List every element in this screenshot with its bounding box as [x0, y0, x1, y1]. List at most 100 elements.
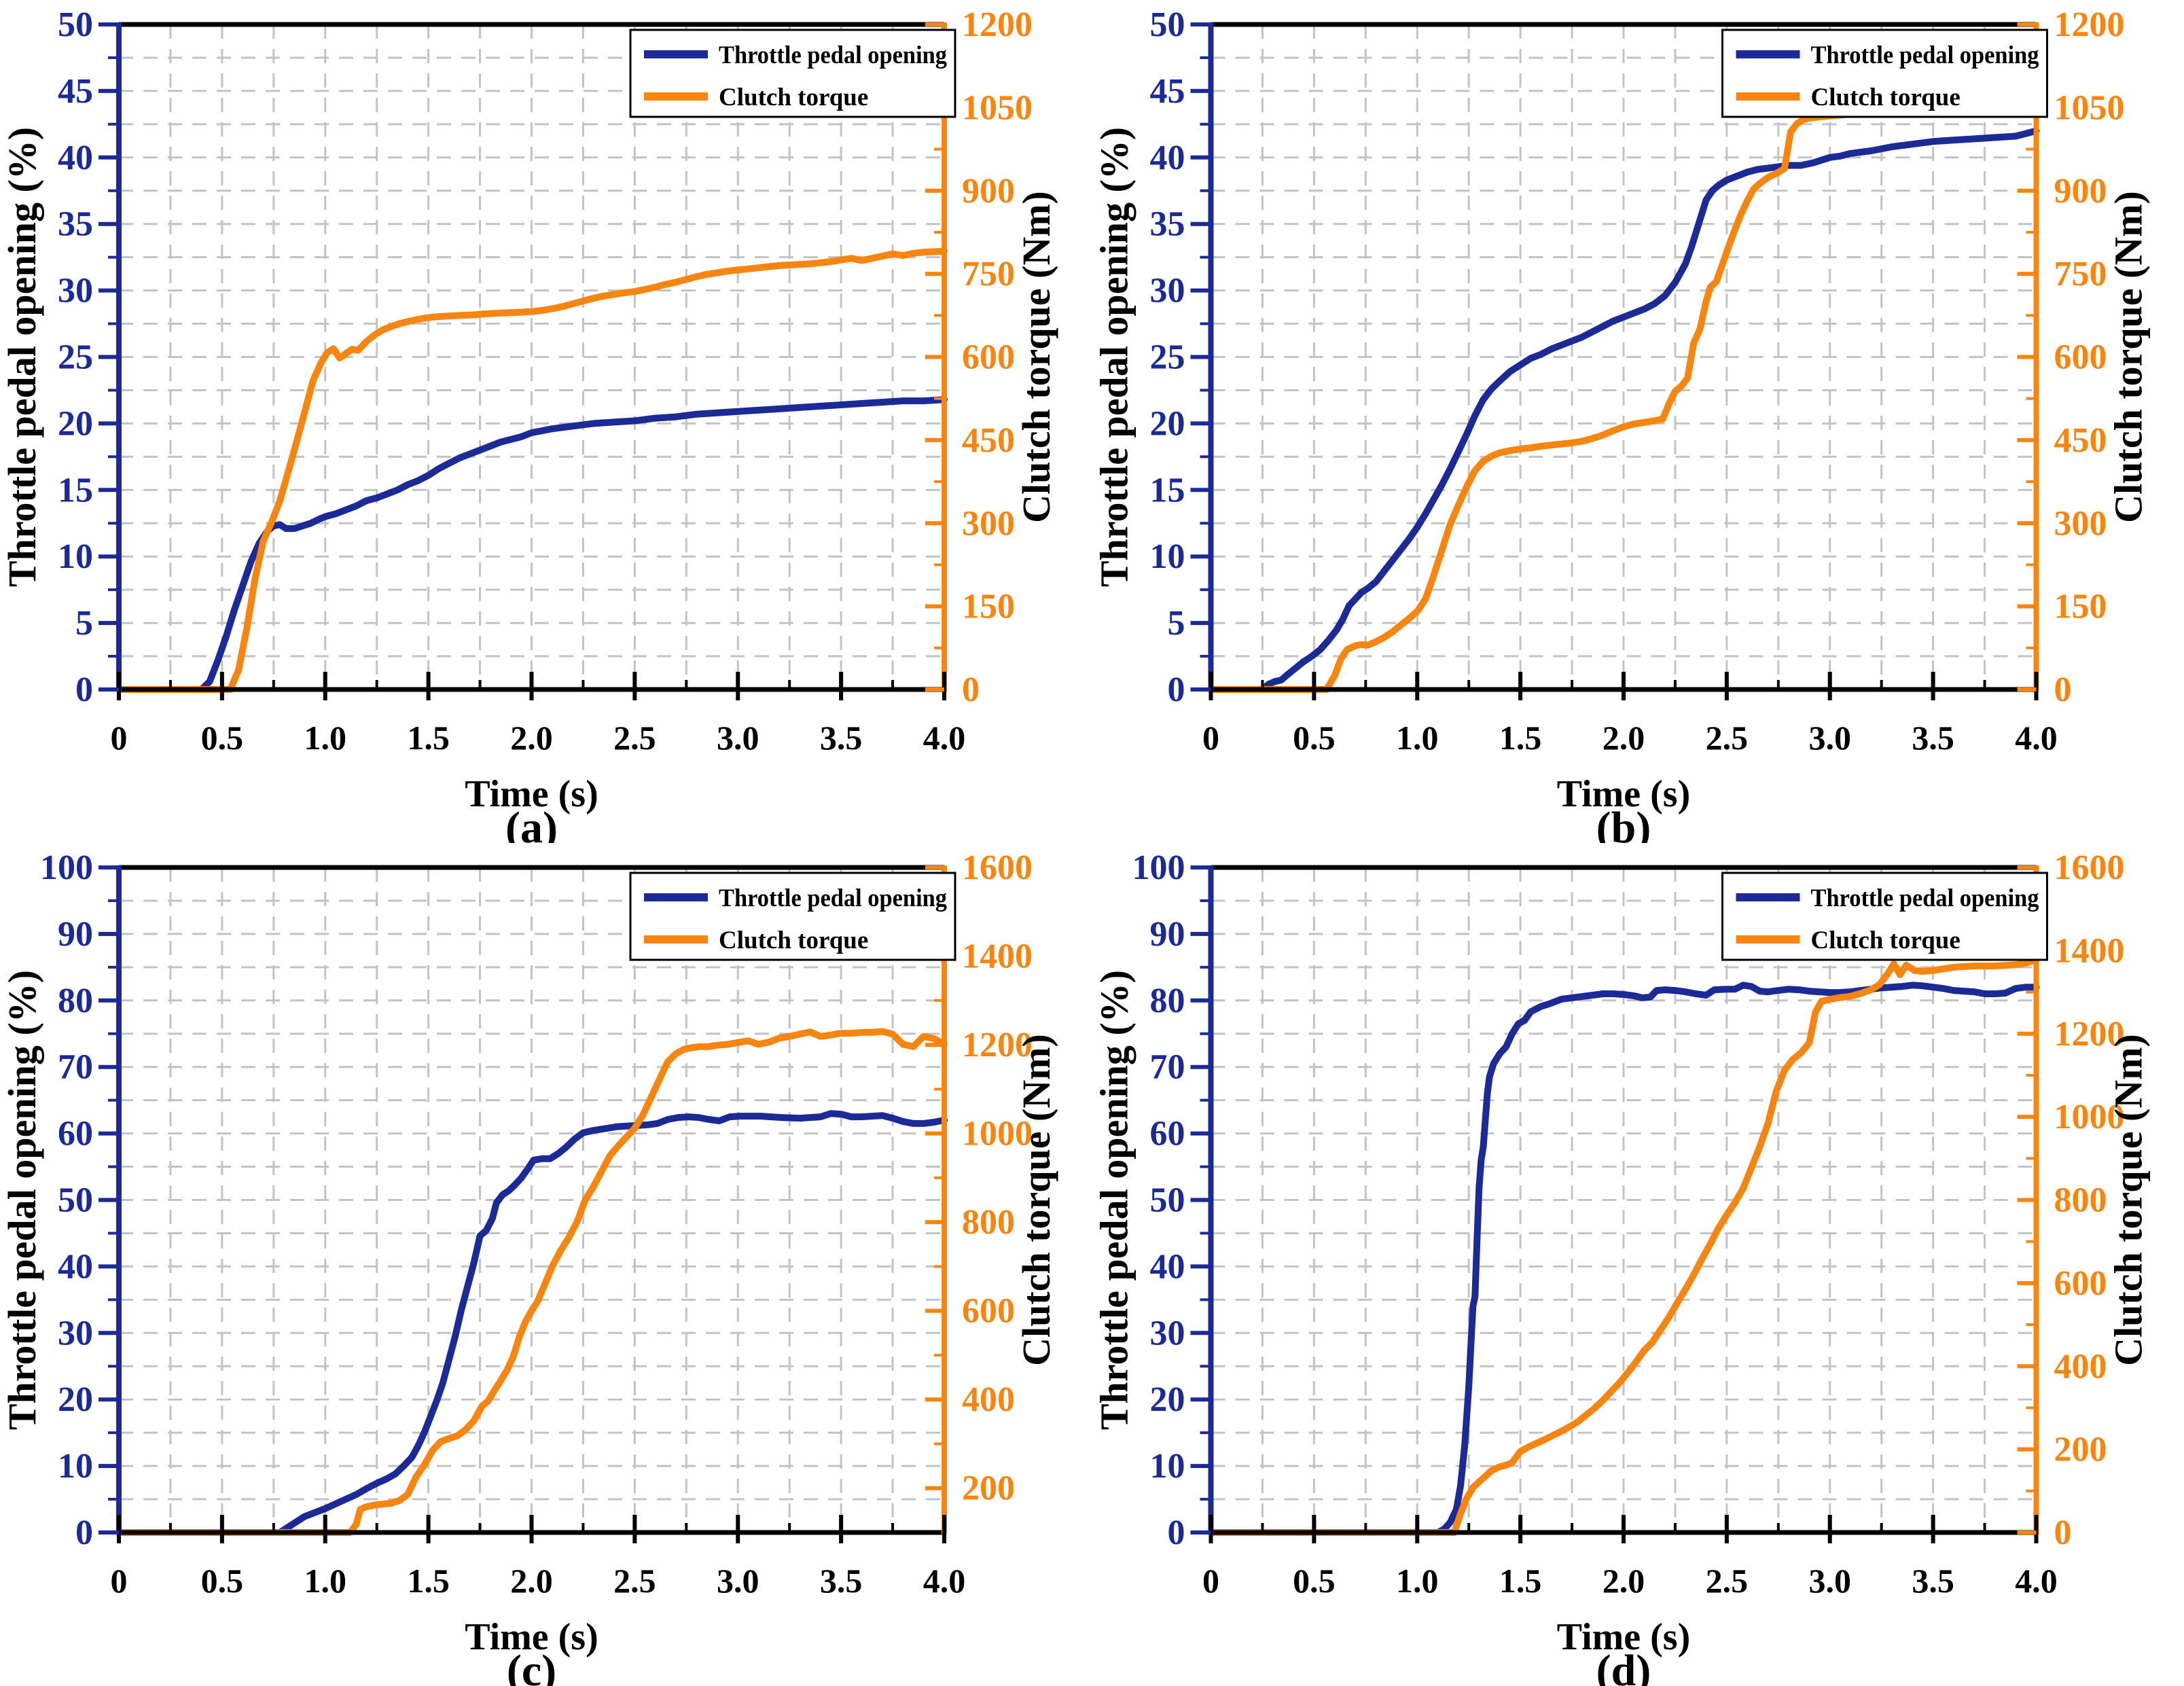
panel-background: [1092, 843, 2184, 1686]
svg-text:3.5: 3.5: [1912, 1562, 1954, 1600]
svg-text:3.5: 3.5: [1912, 719, 1954, 757]
svg-text:1.5: 1.5: [1499, 719, 1542, 757]
chart-a: 0 0.5 1.0 1.5 2.0 2.5 3.0 3.5 4.0 0 5 10 15 20 25 30 35 4…: [0, 0, 1092, 843]
svg-text:0.5: 0.5: [1293, 1562, 1336, 1600]
x-axis-title: Time (s): [1557, 773, 1691, 815]
legend-label: Throttle pedal opening: [1811, 41, 2039, 69]
svg-text:1600: 1600: [962, 848, 1033, 887]
svg-text:30: 30: [58, 1314, 93, 1352]
x-ticks: [117, 1515, 946, 1543]
right-ticks: [925, 22, 944, 692]
svg-text:200: 200: [2054, 1431, 2107, 1469]
right-ticks: [2017, 865, 2037, 1535]
svg-text:1.0: 1.0: [304, 1562, 347, 1600]
svg-text:1600: 1600: [2054, 848, 2125, 887]
chart-b: 0 0.5 1.0 1.5 2.0 2.5 3.0 3.5 4.0 0 5 10 15 20 25 30 35 4…: [1092, 0, 2184, 843]
svg-text:2.0: 2.0: [510, 719, 553, 757]
right-axis-title: Clutch torque (Nm): [2107, 1034, 2151, 1366]
svg-text:150: 150: [2054, 588, 2107, 626]
svg-text:15: 15: [1150, 471, 1185, 509]
left-axis-title: Throttle pedal opening (%): [1092, 970, 1136, 1430]
clutch-torque-line: [1207, 956, 2040, 1536]
svg-text:2.5: 2.5: [1706, 719, 1749, 757]
svg-text:0: 0: [1202, 719, 1219, 757]
svg-text:200: 200: [962, 1469, 1015, 1508]
legend: Throttle pedal opening Clutch torque: [629, 29, 956, 118]
svg-text:400: 400: [962, 1380, 1015, 1419]
svg-text:0: 0: [2054, 670, 2072, 709]
svg-text:150: 150: [962, 588, 1015, 626]
svg-text:1.0: 1.0: [1396, 719, 1439, 757]
svg-text:2.0: 2.0: [1603, 719, 1645, 757]
svg-text:1000: 1000: [962, 1115, 1033, 1153]
svg-text:3.0: 3.0: [717, 1562, 759, 1600]
right-axis-title: Clutch torque (Nm): [1014, 191, 1058, 523]
svg-text:90: 90: [1150, 915, 1185, 954]
svg-text:3.0: 3.0: [1809, 1562, 1852, 1600]
svg-text:1050: 1050: [962, 88, 1033, 127]
clutch-torque-line: [115, 1028, 948, 1536]
svg-text:20: 20: [58, 404, 93, 443]
svg-text:1.0: 1.0: [304, 719, 347, 757]
svg-text:80: 80: [1150, 982, 1185, 1020]
svg-text:0: 0: [1168, 670, 1185, 709]
svg-text:70: 70: [58, 1048, 93, 1087]
svg-text:2.5: 2.5: [1706, 1562, 1749, 1600]
svg-text:0: 0: [962, 670, 980, 709]
svg-text:4.0: 4.0: [2015, 1562, 2058, 1600]
svg-text:100: 100: [40, 848, 93, 887]
svg-text:3.0: 3.0: [717, 719, 759, 757]
svg-text:2.0: 2.0: [1603, 1562, 1645, 1600]
left-tick-labels: 0 5 10 15 20 25 30 35 40 45 50: [1150, 5, 1185, 709]
svg-text:3.5: 3.5: [820, 719, 863, 757]
svg-text:300: 300: [2054, 504, 2107, 543]
svg-text:80: 80: [58, 982, 93, 1020]
svg-text:10: 10: [1150, 1447, 1185, 1486]
svg-text:0: 0: [1168, 1513, 1185, 1552]
svg-text:3.5: 3.5: [820, 1562, 863, 1600]
svg-text:30: 30: [58, 272, 93, 310]
legend-label: Throttle pedal opening: [1811, 884, 2039, 912]
x-ticks: [117, 672, 946, 700]
svg-text:750: 750: [2054, 255, 2107, 293]
left-axis-title: Throttle pedal opening (%): [1092, 127, 1136, 587]
svg-text:70: 70: [1150, 1048, 1185, 1087]
x-axis-title: Time (s): [465, 773, 598, 815]
svg-text:40: 40: [58, 139, 93, 177]
legend-label: Clutch torque: [719, 84, 868, 111]
panel-a: 0 0.5 1.0 1.5 2.0 2.5 3.0 3.5 4.0 0 5 10 15 20 25 30 35 4…: [0, 0, 1092, 843]
panel-caption: (b): [1596, 803, 1651, 843]
svg-text:40: 40: [58, 1247, 93, 1286]
svg-text:40: 40: [1150, 1247, 1185, 1286]
legend-box: [629, 872, 956, 961]
panel-background: [0, 0, 1092, 843]
right-tick-labels: 200 400 600 800 1000 1200 1400 1600: [962, 848, 1033, 1508]
legend: Throttle pedal opening Clutch torque: [629, 872, 956, 961]
svg-text:10: 10: [1150, 537, 1185, 576]
x-tick-labels: 0 0.5 1.0 1.5 2.0 2.5 3.0 3.5 4.0: [1202, 1562, 2058, 1600]
svg-text:5: 5: [75, 604, 93, 643]
svg-text:50: 50: [58, 5, 93, 44]
left-ticks: [1190, 22, 1211, 692]
right-tick-labels: 0 150 300 450 600 750 900 1050 1200: [962, 5, 1033, 709]
svg-text:50: 50: [1150, 1181, 1185, 1220]
legend-label: Clutch torque: [1811, 84, 1961, 111]
svg-text:2.5: 2.5: [613, 1562, 656, 1600]
legend-box: [629, 29, 956, 118]
panel-background: [0, 843, 1092, 1686]
svg-text:90: 90: [58, 915, 93, 954]
x-ticks: [1209, 672, 2039, 700]
svg-text:1.5: 1.5: [407, 1562, 450, 1600]
svg-text:25: 25: [1150, 338, 1185, 377]
svg-text:100: 100: [1132, 848, 1185, 887]
svg-text:600: 600: [2054, 338, 2107, 377]
svg-text:0: 0: [111, 1562, 128, 1600]
svg-text:35: 35: [58, 205, 93, 244]
x-axis-title: Time (s): [465, 1616, 598, 1658]
throttle-pedal-line: [1207, 982, 2040, 1536]
svg-text:0: 0: [1202, 1562, 1219, 1600]
x-axis-title: Time (s): [1557, 1616, 1691, 1658]
chart-c: 0 0.5 1.0 1.5 2.0 2.5 3.0 3.5 4.0 0 10 20 30 40 50 60 70…: [0, 843, 1092, 1686]
svg-text:0.5: 0.5: [201, 719, 244, 757]
